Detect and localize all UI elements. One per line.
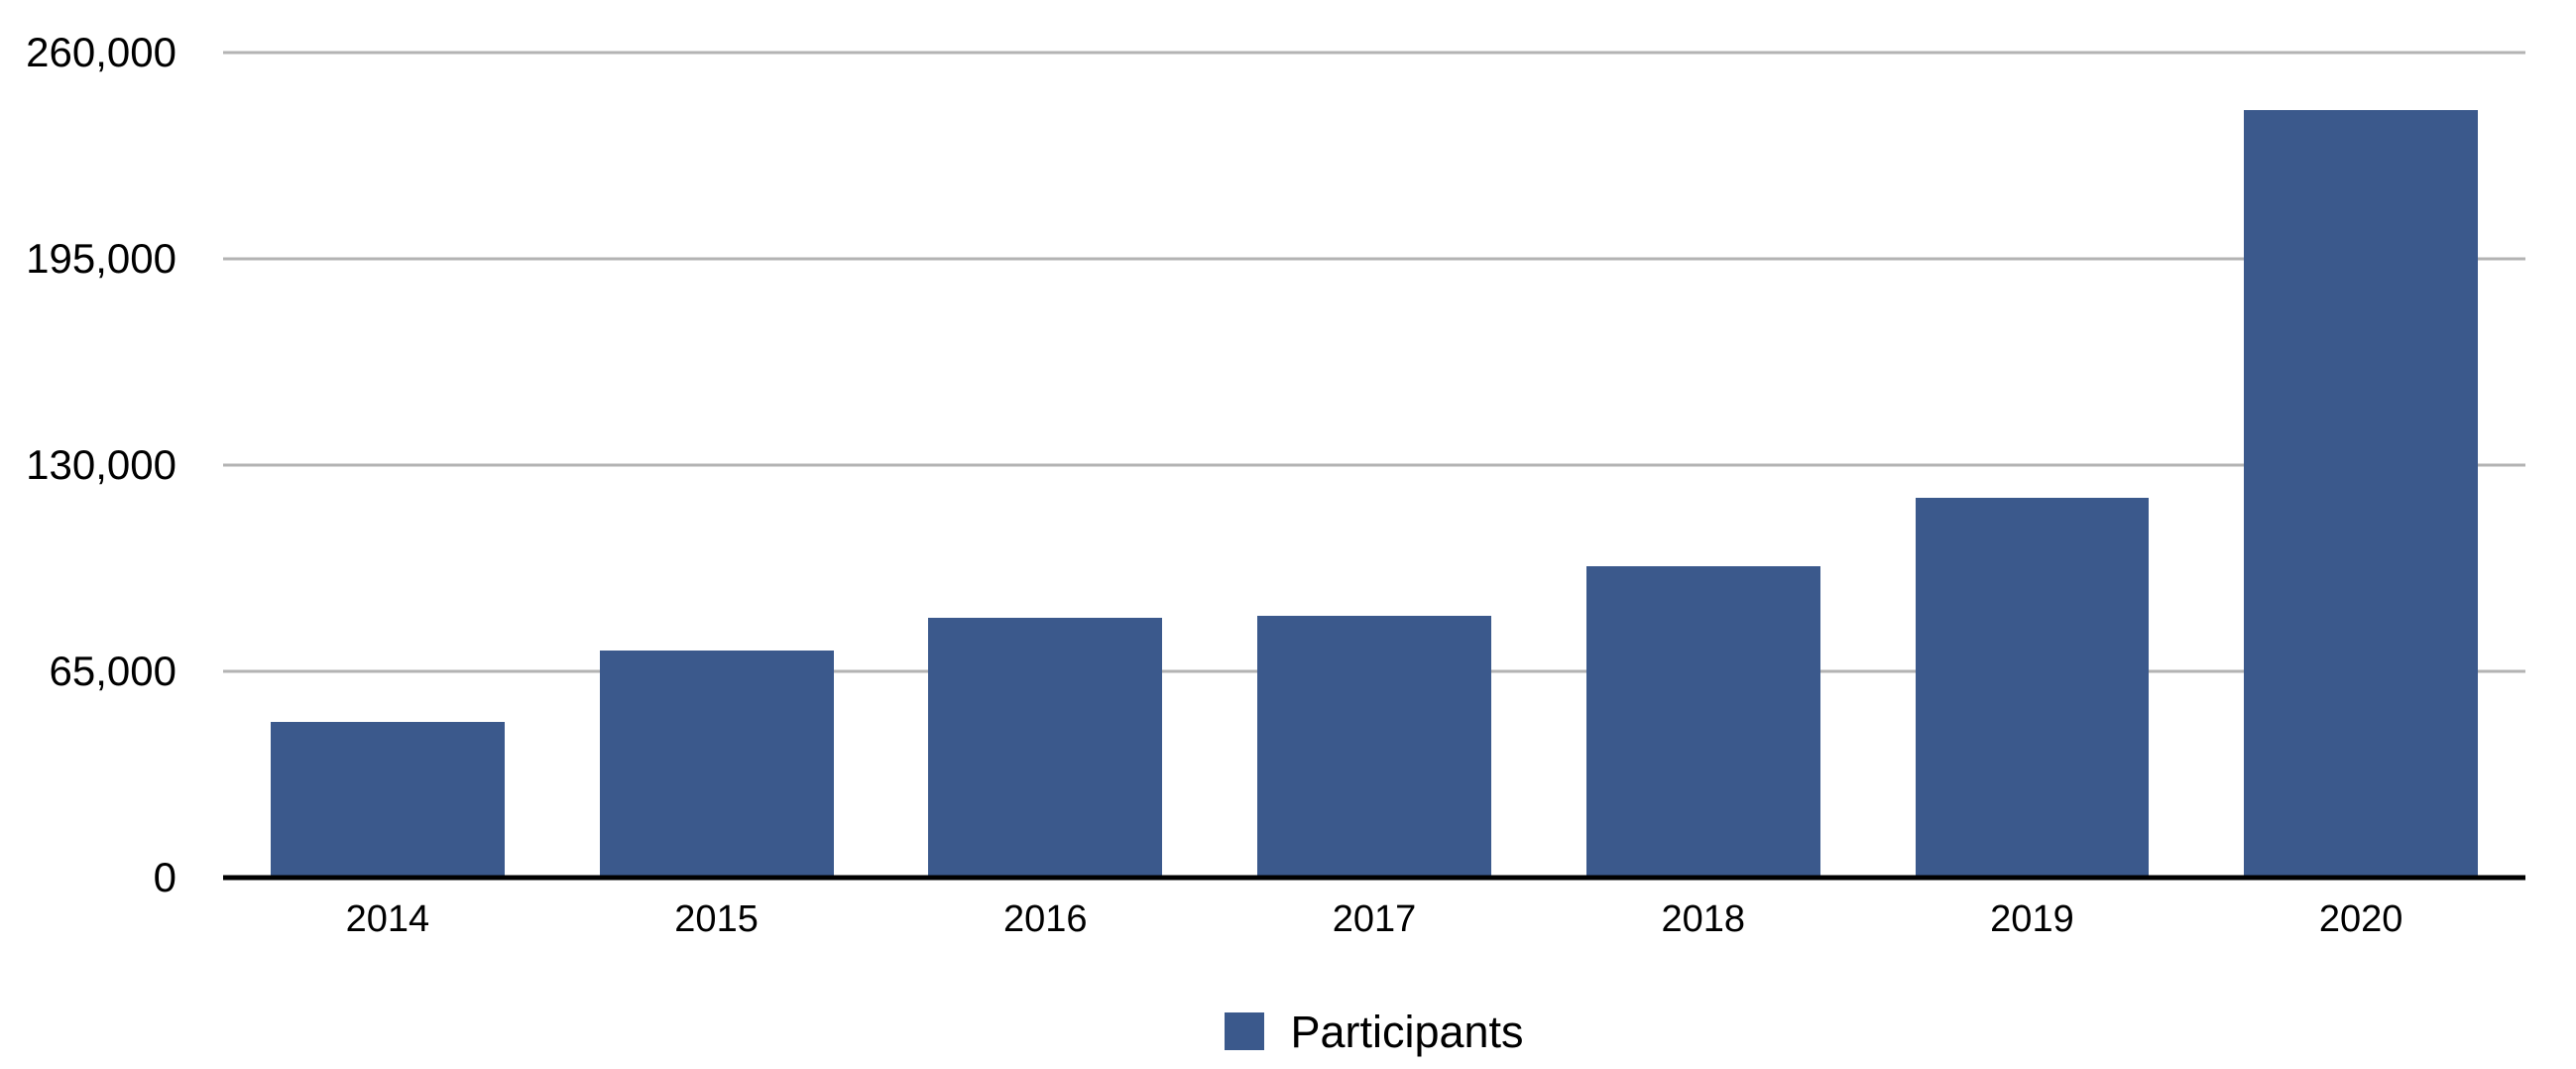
gridline-130000 (223, 463, 2525, 467)
plot-area (223, 51, 2525, 881)
x-tick-label-2019: 2019 (1990, 898, 2074, 940)
bar-2014[interactable] (270, 722, 505, 878)
x-tick-label-2015: 2015 (674, 898, 759, 940)
bar-2015[interactable] (599, 651, 834, 878)
bars-row (223, 53, 2525, 878)
gridline-260000 (223, 51, 2525, 55)
x-axis: 2014 2015 2016 2017 2018 2019 2020 (223, 895, 2525, 943)
bar-slot-2015 (552, 53, 881, 878)
y-tick-label-260000: 260,000 (26, 29, 176, 75)
y-tick-label-0: 0 (153, 854, 176, 900)
gridline-195000 (223, 257, 2525, 261)
legend-swatch-participants (1225, 1012, 1265, 1050)
x-tick-label-2020: 2020 (2318, 898, 2403, 940)
y-tick-label-65000: 65,000 (49, 648, 176, 694)
bar-slot-2016 (880, 53, 1210, 878)
bar-2018[interactable] (1585, 566, 1820, 878)
x-tick-label-2014: 2014 (345, 898, 430, 940)
x-axis-line (223, 875, 2525, 881)
bar-2020[interactable] (2244, 109, 2479, 878)
legend[interactable]: Participants (223, 1000, 2525, 1063)
x-tick-label-2017: 2017 (1332, 898, 1417, 940)
bar-slot-2018 (1539, 53, 1868, 878)
bar-slot-2014 (223, 53, 552, 878)
y-axis: 0 65,000 130,000 195,000 260,000 (0, 32, 176, 898)
bar-2016[interactable] (928, 617, 1163, 878)
x-tick-label-2016: 2016 (1003, 898, 1088, 940)
bar-slot-2017 (1210, 53, 1539, 878)
legend-label-participants: Participants (1290, 1006, 1524, 1057)
bar-slot-2020 (2196, 53, 2525, 878)
x-tick-label-2018: 2018 (1661, 898, 1745, 940)
bar-slot-2019 (1868, 53, 2197, 878)
y-tick-label-195000: 195,000 (26, 235, 176, 282)
bar-2019[interactable] (1915, 497, 2150, 878)
bar-2017[interactable] (1257, 616, 1491, 878)
y-tick-label-130000: 130,000 (26, 441, 176, 488)
